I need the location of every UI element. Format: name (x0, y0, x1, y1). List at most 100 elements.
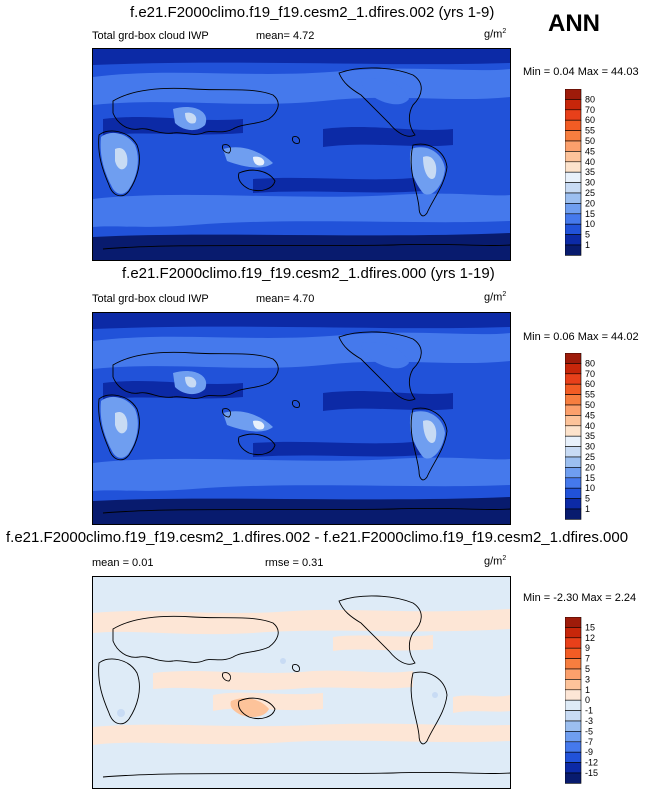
colorbar-tick-label: 7 (585, 654, 590, 664)
colorbar-tick-label: 35 (585, 431, 595, 441)
colorbar-swatch (564, 658, 582, 670)
colorbar-swatch (564, 394, 582, 406)
panel-1-map (92, 48, 511, 261)
colorbar-tick-label: 60 (585, 379, 595, 389)
panel-3-units-base: g/m (484, 555, 503, 568)
colorbar-tick-label: 80 (585, 358, 595, 368)
colorbar-swatch (564, 772, 582, 784)
colorbar-swatch (564, 477, 582, 489)
colorbar-swatch (564, 627, 582, 639)
colorbar-swatch (564, 467, 582, 479)
colorbar-swatch (564, 762, 582, 774)
colorbar-tick-label: 30 (585, 178, 595, 188)
colorbar-swatch (564, 731, 582, 743)
panel-1-units-base: g/m (484, 28, 503, 41)
colorbar-tick-label: -7 (585, 737, 593, 747)
colorbar-tick-label: 9 (585, 643, 590, 653)
panel-1-title: f.e21.F2000climo.f19_f19.cesm2_1.dfires.… (130, 4, 495, 21)
colorbar-swatch (564, 151, 582, 163)
panel-2-map (92, 312, 511, 525)
colorbar-tick-label: -3 (585, 716, 593, 726)
colorbar-swatch (564, 498, 582, 510)
colorbar-tick-label: 20 (585, 198, 595, 208)
colorbar-tick-label: 45 (585, 410, 595, 420)
panel-1-variable-label: Total grd-box cloud IWP (92, 30, 209, 42)
colorbar-tick-label: 1 (585, 240, 590, 250)
colorbar-swatch (564, 616, 582, 628)
panel-1-units-exp: 2 (502, 28, 507, 35)
colorbar-tick-label: 10 (585, 483, 595, 493)
panel-1-units: g/m2 (484, 28, 506, 41)
colorbar-swatch (564, 508, 582, 520)
panel-2-units-base: g/m (484, 291, 503, 304)
colorbar-tick-label: -12 (585, 758, 598, 768)
panel-1-minmax: Min = 0.04 Max = 44.03 (523, 66, 639, 78)
colorbar-tick-label: 5 (585, 664, 590, 674)
colorbar-swatch (564, 383, 582, 395)
panel-3-minmax: Min = -2.30 Max = 2.24 (523, 592, 637, 604)
colorbar-swatch (564, 119, 582, 131)
colorbar-tick-label: 55 (585, 126, 595, 136)
colorbar-swatch (564, 637, 582, 649)
colorbar-tick-label: 25 (585, 188, 595, 198)
colorbar-tick-label: 60 (585, 115, 595, 125)
colorbar-swatch (564, 689, 582, 701)
panel-2-mean-label: mean= 4.70 (256, 293, 315, 305)
colorbar-swatch (564, 435, 582, 447)
season-label: ANN (548, 10, 600, 37)
colorbar-swatch (564, 171, 582, 183)
colorbar-swatch (564, 751, 582, 763)
colorbar-swatch (564, 223, 582, 235)
colorbar-swatch (564, 679, 582, 691)
colorbar-tick-label: -9 (585, 747, 593, 757)
colorbar-tick-label: 1 (585, 504, 590, 514)
colorbar-swatch (564, 741, 582, 753)
colorbar-tick-label: 70 (585, 369, 595, 379)
panel-2-colorbar: 80 70 60 55 50 45 40 35 30 25 20 15 10 5 1 (564, 352, 605, 526)
colorbar-tick-label: 5 (585, 230, 590, 240)
colorbar-tick-label: 40 (585, 157, 595, 167)
colorbar-tick-label: 3 (585, 674, 590, 684)
colorbar-swatch (564, 446, 582, 458)
colorbar-tick-label: -15 (585, 768, 598, 778)
colorbar-swatch (564, 88, 582, 100)
panel-3-units-exp: 2 (502, 555, 507, 562)
colorbar-swatch (564, 487, 582, 499)
panel-3-mean-label: mean = 0.01 (92, 557, 154, 569)
colorbar-swatch (564, 203, 582, 215)
colorbar-tick-label: -1 (585, 706, 593, 716)
colorbar-tick-label: 40 (585, 421, 595, 431)
colorbar-swatch (564, 415, 582, 427)
colorbar-swatch (564, 140, 582, 152)
panel-2-units-exp: 2 (502, 291, 507, 298)
colorbar-swatch (564, 161, 582, 173)
panel-3-title: f.e21.F2000climo.f19_f19.cesm2_1.dfires.… (6, 529, 629, 546)
colorbar-swatch (564, 720, 582, 732)
panel-3-rmse-label: rmse = 0.31 (265, 557, 324, 569)
colorbar-tick-label: 45 (585, 146, 595, 156)
panel-1-mean-label: mean= 4.72 (256, 30, 315, 42)
colorbar-tick-label: 50 (585, 136, 595, 146)
colorbar-tick-label: 80 (585, 94, 595, 104)
panel-2-title: f.e21.F2000climo.f19_f19.cesm2_1.dfires.… (122, 265, 495, 282)
colorbar-swatch (564, 99, 582, 111)
colorbar-swatch (564, 363, 582, 375)
panel-2-units: g/m2 (484, 291, 506, 304)
colorbar-tick-label: 15 (585, 209, 595, 219)
colorbar-swatch (564, 234, 582, 246)
colorbar-swatch (564, 130, 582, 142)
panel-1-colorbar: 80 70 60 55 50 45 40 35 30 25 20 15 10 5 1 (564, 88, 605, 262)
colorbar-tick-label: 15 (585, 622, 595, 632)
colorbar-swatch (564, 192, 582, 204)
panel-2-variable-label: Total grd-box cloud IWP (92, 293, 209, 305)
panel-2-minmax: Min = 0.06 Max = 44.02 (523, 331, 639, 343)
colorbar-tick-label: 1 (585, 685, 590, 695)
colorbar-tick-label: 5 (585, 494, 590, 504)
colorbar-tick-label: 35 (585, 167, 595, 177)
panel-3-units: g/m2 (484, 555, 506, 568)
colorbar-tick-label: 30 (585, 442, 595, 452)
colorbar-swatch (564, 456, 582, 468)
colorbar-swatch (564, 109, 582, 121)
